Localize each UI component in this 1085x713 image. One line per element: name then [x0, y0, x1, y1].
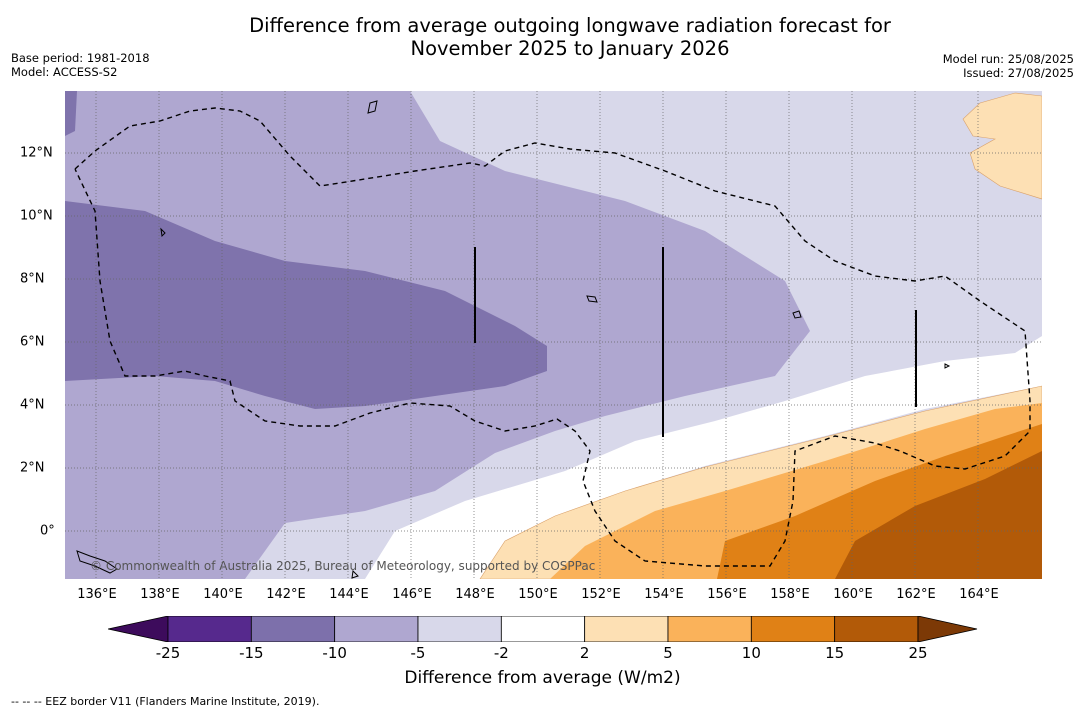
eez-legend-note: -- -- -- EEZ border V11 (Flanders Marine… [11, 695, 320, 708]
title-line-1: Difference from average outgoing longwav… [249, 14, 891, 37]
lon-label: 138°E [140, 587, 180, 602]
colorbar [108, 616, 978, 642]
colorbar-tick-label: 10 [741, 644, 761, 662]
base-period: Base period: 1981-2018 [11, 51, 150, 65]
band-plus2-ne [962, 92, 1042, 200]
lon-label: 136°E [77, 587, 117, 602]
lat-label: 2°N [20, 460, 45, 476]
title-line-2: November 2025 to January 2026 [410, 37, 730, 60]
colorbar-tick-label: -25 [155, 644, 181, 662]
colorbar-segment [667, 616, 752, 642]
band-minus15-edge [65, 91, 77, 136]
model-name: Model: ACCESS-S2 [11, 65, 118, 79]
band-neutral [365, 336, 1042, 579]
lat-label: 0° [40, 523, 55, 539]
colorbar-segment [584, 616, 669, 642]
islands [76, 100, 951, 579]
colorbar-segment [417, 616, 502, 642]
colorbar-tick-label: -15 [239, 644, 264, 662]
lon-label: 142°E [266, 587, 306, 602]
colorbar-extend-low [108, 616, 169, 642]
meta-right: Model run: 25/08/2025 Issued: 27/08/2025 [943, 52, 1074, 80]
gridlines [65, 91, 1042, 579]
colorbar-tick-label: 25 [908, 644, 928, 662]
lon-label: 158°E [770, 587, 810, 602]
lat-label: 8°N [20, 271, 45, 287]
colorbar-segment [250, 616, 336, 642]
lon-label: 148°E [455, 587, 495, 602]
map-canvas [65, 91, 1042, 579]
colorbar-label: Difference from average (W/m2) [404, 668, 681, 688]
lat-label: 6°N [20, 334, 45, 350]
lon-label: 144°E [329, 587, 369, 602]
colorbar-segment [750, 616, 836, 642]
colorbar-tick-label: 15 [825, 644, 845, 662]
colorbar-tick-label: 2 [579, 644, 590, 662]
lon-label: 154°E [644, 587, 684, 602]
meta-left: Base period: 1981-2018 Model: ACCESS-S2 [11, 51, 150, 79]
colorbar-segment [500, 616, 586, 642]
colorbar-segment [834, 616, 919, 642]
colorbar-tick-label: -2 [493, 644, 509, 662]
issued-date: Issued: 27/08/2025 [963, 66, 1074, 80]
lat-label: 10°N [20, 208, 53, 224]
copyright-notice: © Commonwealth of Australia 2025, Bureau… [90, 559, 596, 573]
lon-label: 160°E [833, 587, 873, 602]
colorbar-segment [167, 616, 252, 642]
colorbar-tick-label: -5 [410, 644, 426, 662]
colorbar-extend-high [917, 616, 978, 642]
lon-label: 146°E [392, 587, 432, 602]
lon-label: 162°E [896, 587, 936, 602]
colorbar-segment [334, 616, 419, 642]
colorbar-tick-label: -10 [322, 644, 347, 662]
colorbar-tick-label: 5 [663, 644, 673, 662]
lon-label: 140°E [203, 587, 243, 602]
lon-label: 152°E [581, 587, 621, 602]
olr-map [65, 91, 1042, 579]
model-run: Model run: 25/08/2025 [942, 52, 1074, 66]
range-bars [474, 247, 917, 437]
lon-label: 150°E [518, 587, 558, 602]
band-minus15 [65, 201, 547, 409]
lon-label: 164°E [959, 587, 999, 602]
lat-label: 12°N [20, 145, 53, 161]
map-title: Difference from average outgoing longwav… [0, 14, 1085, 60]
lat-label: 4°N [20, 397, 45, 413]
lon-label: 156°E [707, 587, 747, 602]
eez-border-west [74, 107, 1031, 567]
band-plus15 [835, 451, 1042, 579]
